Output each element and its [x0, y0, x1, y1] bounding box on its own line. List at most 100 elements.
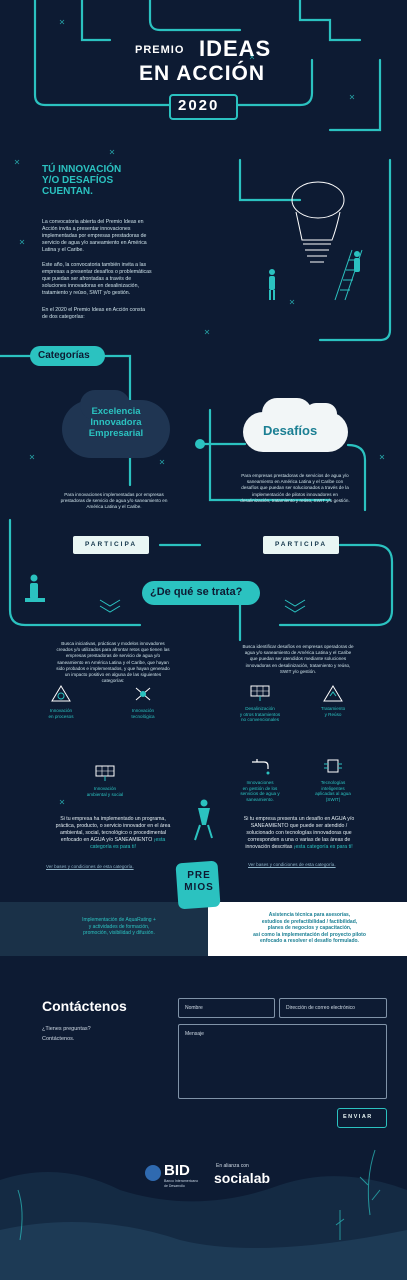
faucet-icon: [252, 759, 270, 775]
text-line: tratamiento y reúso, SWIT y/o gestión.: [42, 290, 131, 296]
email-placeholder: Dirección de correo electrónico: [286, 1005, 355, 1011]
text-line: Banco Interamericano: [164, 1179, 199, 1183]
text-line: empresas a presentar desafíos o problemá…: [42, 269, 152, 275]
label-line: Tratamiento: [320, 706, 346, 711]
text-line: y actividades de formación,: [88, 923, 150, 930]
text-line: práctica, producto, o servicio innovador…: [55, 823, 171, 829]
sensor-icon: [324, 759, 342, 773]
message-field[interactable]: Mensaje: [178, 1024, 387, 1099]
left-intro-text: Busca iniciativas, prácticas y modelos i…: [38, 641, 188, 684]
label-line: Innovación: [131, 708, 155, 713]
categorias-label: Categorías: [38, 350, 90, 361]
text-line: de Desarrollo: [164, 1183, 185, 1188]
text-line: desalinización, tratamiento y reúso, SWI…: [240, 497, 350, 503]
participa-excelencia-button[interactable]: PARTICIPA: [73, 536, 149, 554]
right-bases-link[interactable]: Ver bases y condiciones de esta categorí…: [248, 862, 336, 867]
header-premio: PREMIO: [135, 44, 185, 56]
send-button[interactable]: [337, 1108, 387, 1128]
text-line: promoción, visibilidad y difusión.: [83, 930, 155, 936]
highlight-text: categoría es para ti!: [90, 844, 136, 850]
intro-headline-line: TÚ INNOVACIÓN: [42, 164, 122, 175]
badge-line: MIOS: [184, 882, 214, 893]
contact-sub: Contáctenos.: [42, 1036, 75, 1042]
alliance-text: En alianza con: [216, 1163, 249, 1169]
intro-paragraph-1: La convocatoria abierta del Premio Ideas…: [42, 219, 192, 254]
text-line: Asistencia técnica para asesorías,: [268, 912, 351, 918]
contact-question: ¿Tienes preguntas?: [42, 1026, 91, 1032]
que-se-trata-label: ¿De qué se trata?: [150, 586, 243, 598]
text-line: Si tu empresa presenta un desafío en AGU…: [243, 816, 355, 822]
text-line: innovación descritas: [245, 844, 293, 850]
process-icon: [51, 685, 71, 702]
tech-icon: [135, 687, 151, 701]
text-line: Busca iniciativas, prácticas y modelos i…: [61, 641, 165, 646]
text-line: La convocatoria abierta del Premio Ideas…: [42, 219, 144, 225]
excelencia-desc: Para innovaciones implementadas por empr…: [44, 492, 184, 511]
highlight-text: ¡esta: [153, 837, 166, 843]
categorias-pill: [30, 346, 105, 366]
text-line: enfocado en AGUA y/o SANEAMIENTO: [60, 837, 153, 843]
contact-title: Contáctenos: [42, 998, 127, 1014]
socialab-logo: socialab: [214, 1170, 271, 1186]
cat-innovacion-procesos: Innovación en procesos: [36, 708, 86, 719]
text-line: saneamiento en América Latina y el Carib…: [57, 659, 169, 665]
text-line: enfocado a resolver el desafío formulado…: [260, 938, 359, 944]
text-line: prestadoras de servicio de agua y/o sane…: [60, 498, 168, 504]
text-line: Implementación de AquaRating +: [82, 917, 156, 923]
message-placeholder: Mensaje: [185, 1031, 204, 1037]
cat-innovacion-ambiental: Innovación ambiental y social: [73, 786, 137, 797]
text-line: sido probados e implementados, y que hay…: [56, 665, 170, 671]
title-line: Empresarial: [88, 428, 144, 439]
send-button-label: ENVIAR: [343, 1114, 373, 1120]
text-line: corresponden a una o varias de las áreas…: [247, 837, 351, 843]
desafios-desc: Para empresas prestadoras de servicios d…: [220, 473, 370, 504]
email-field[interactable]: Dirección de correo electrónico: [279, 998, 387, 1018]
text-line: Para innovaciones implementadas por empr…: [64, 492, 164, 497]
intro-paragraph-2: Este año, la convocatoria también invita…: [42, 262, 192, 297]
right-intro-text: Busca identificar desafíos en empresas o…: [223, 644, 373, 675]
title-line: Excelencia: [91, 406, 141, 417]
text-line: solucionado con tecnologías innovadoras …: [246, 830, 352, 836]
text-line: Acción invita a presentar innovaciones: [42, 226, 131, 232]
left-bases-link[interactable]: Ver bases y condiciones de esta categorí…: [46, 864, 134, 869]
text-line: servicio de agua y/o saneamiento en Amér…: [42, 240, 147, 246]
text-line: soluciones innovadoras en desalinización…: [42, 283, 139, 289]
text-line: estudios de prefactibilidad / factibilid…: [261, 918, 358, 925]
bid-logo-mark: [145, 1165, 161, 1181]
participa-desafios-button[interactable]: PARTICIPA: [263, 536, 339, 554]
text-line: En el 2020 el Premio Ideas en Acción con…: [42, 307, 145, 313]
recycle-icon: [323, 685, 343, 702]
premios-left-text: Implementación de AquaRating + y activid…: [44, 917, 194, 937]
cat-swit: Tecnologías inteligentes aplicadas al ag…: [301, 780, 365, 802]
cat-innovaciones-gestion: Innovaciones en gestión de los servicios…: [228, 780, 292, 802]
text-line: agua y/o saneamiento de América Latina y…: [244, 650, 352, 656]
text-line: desafíos que puedan ser solucionados a t…: [241, 485, 349, 491]
text-line: SWIT y/o gestión.: [279, 668, 317, 674]
label-line: Tecnologías: [320, 780, 346, 785]
label-line: y otros tratamientos: [239, 711, 281, 717]
cat-tratamiento-reuso: Tratamiento y Reúso: [308, 706, 358, 717]
text-line: un impacto positivo en alguna de las sig…: [64, 672, 162, 678]
title-line: Innovadora: [90, 417, 142, 428]
name-field[interactable]: Nombre: [178, 998, 275, 1018]
text-line: Este año, la convocatoria también invita…: [42, 262, 147, 268]
premios-right-text: Asistencia técnica para asesorías, estud…: [222, 912, 397, 945]
text-line: así como la implementación del proyecto …: [253, 931, 366, 938]
label-line: Innovación: [49, 708, 73, 713]
left-apply-text: Si tu empresa ha implementado un program…: [38, 816, 188, 851]
label-line: saneamiento.: [246, 796, 274, 802]
text-line: América Latina y el Caribe.: [86, 504, 142, 510]
cat-innovacion-tecnologica: Innovación tecnológica: [118, 708, 168, 719]
right-apply-text: Si tu empresa presenta un desafío en AGU…: [223, 816, 375, 851]
label-line: Innovación: [93, 786, 117, 791]
text-line: Latina y el Caribe.: [42, 247, 84, 253]
year-box: [169, 94, 238, 120]
text-line: de dos categorías:: [42, 314, 85, 320]
que-se-trata-pill: [142, 581, 260, 605]
text-line: Busca identificar desafíos en empresas o…: [242, 644, 354, 649]
label-line: Innovaciones: [246, 780, 274, 785]
premios-badge-text: PRE MIOS: [183, 870, 215, 894]
label-line: tecnológica: [131, 713, 155, 719]
excelencia-title: Excelencia Innovadora Empresarial: [74, 406, 158, 439]
